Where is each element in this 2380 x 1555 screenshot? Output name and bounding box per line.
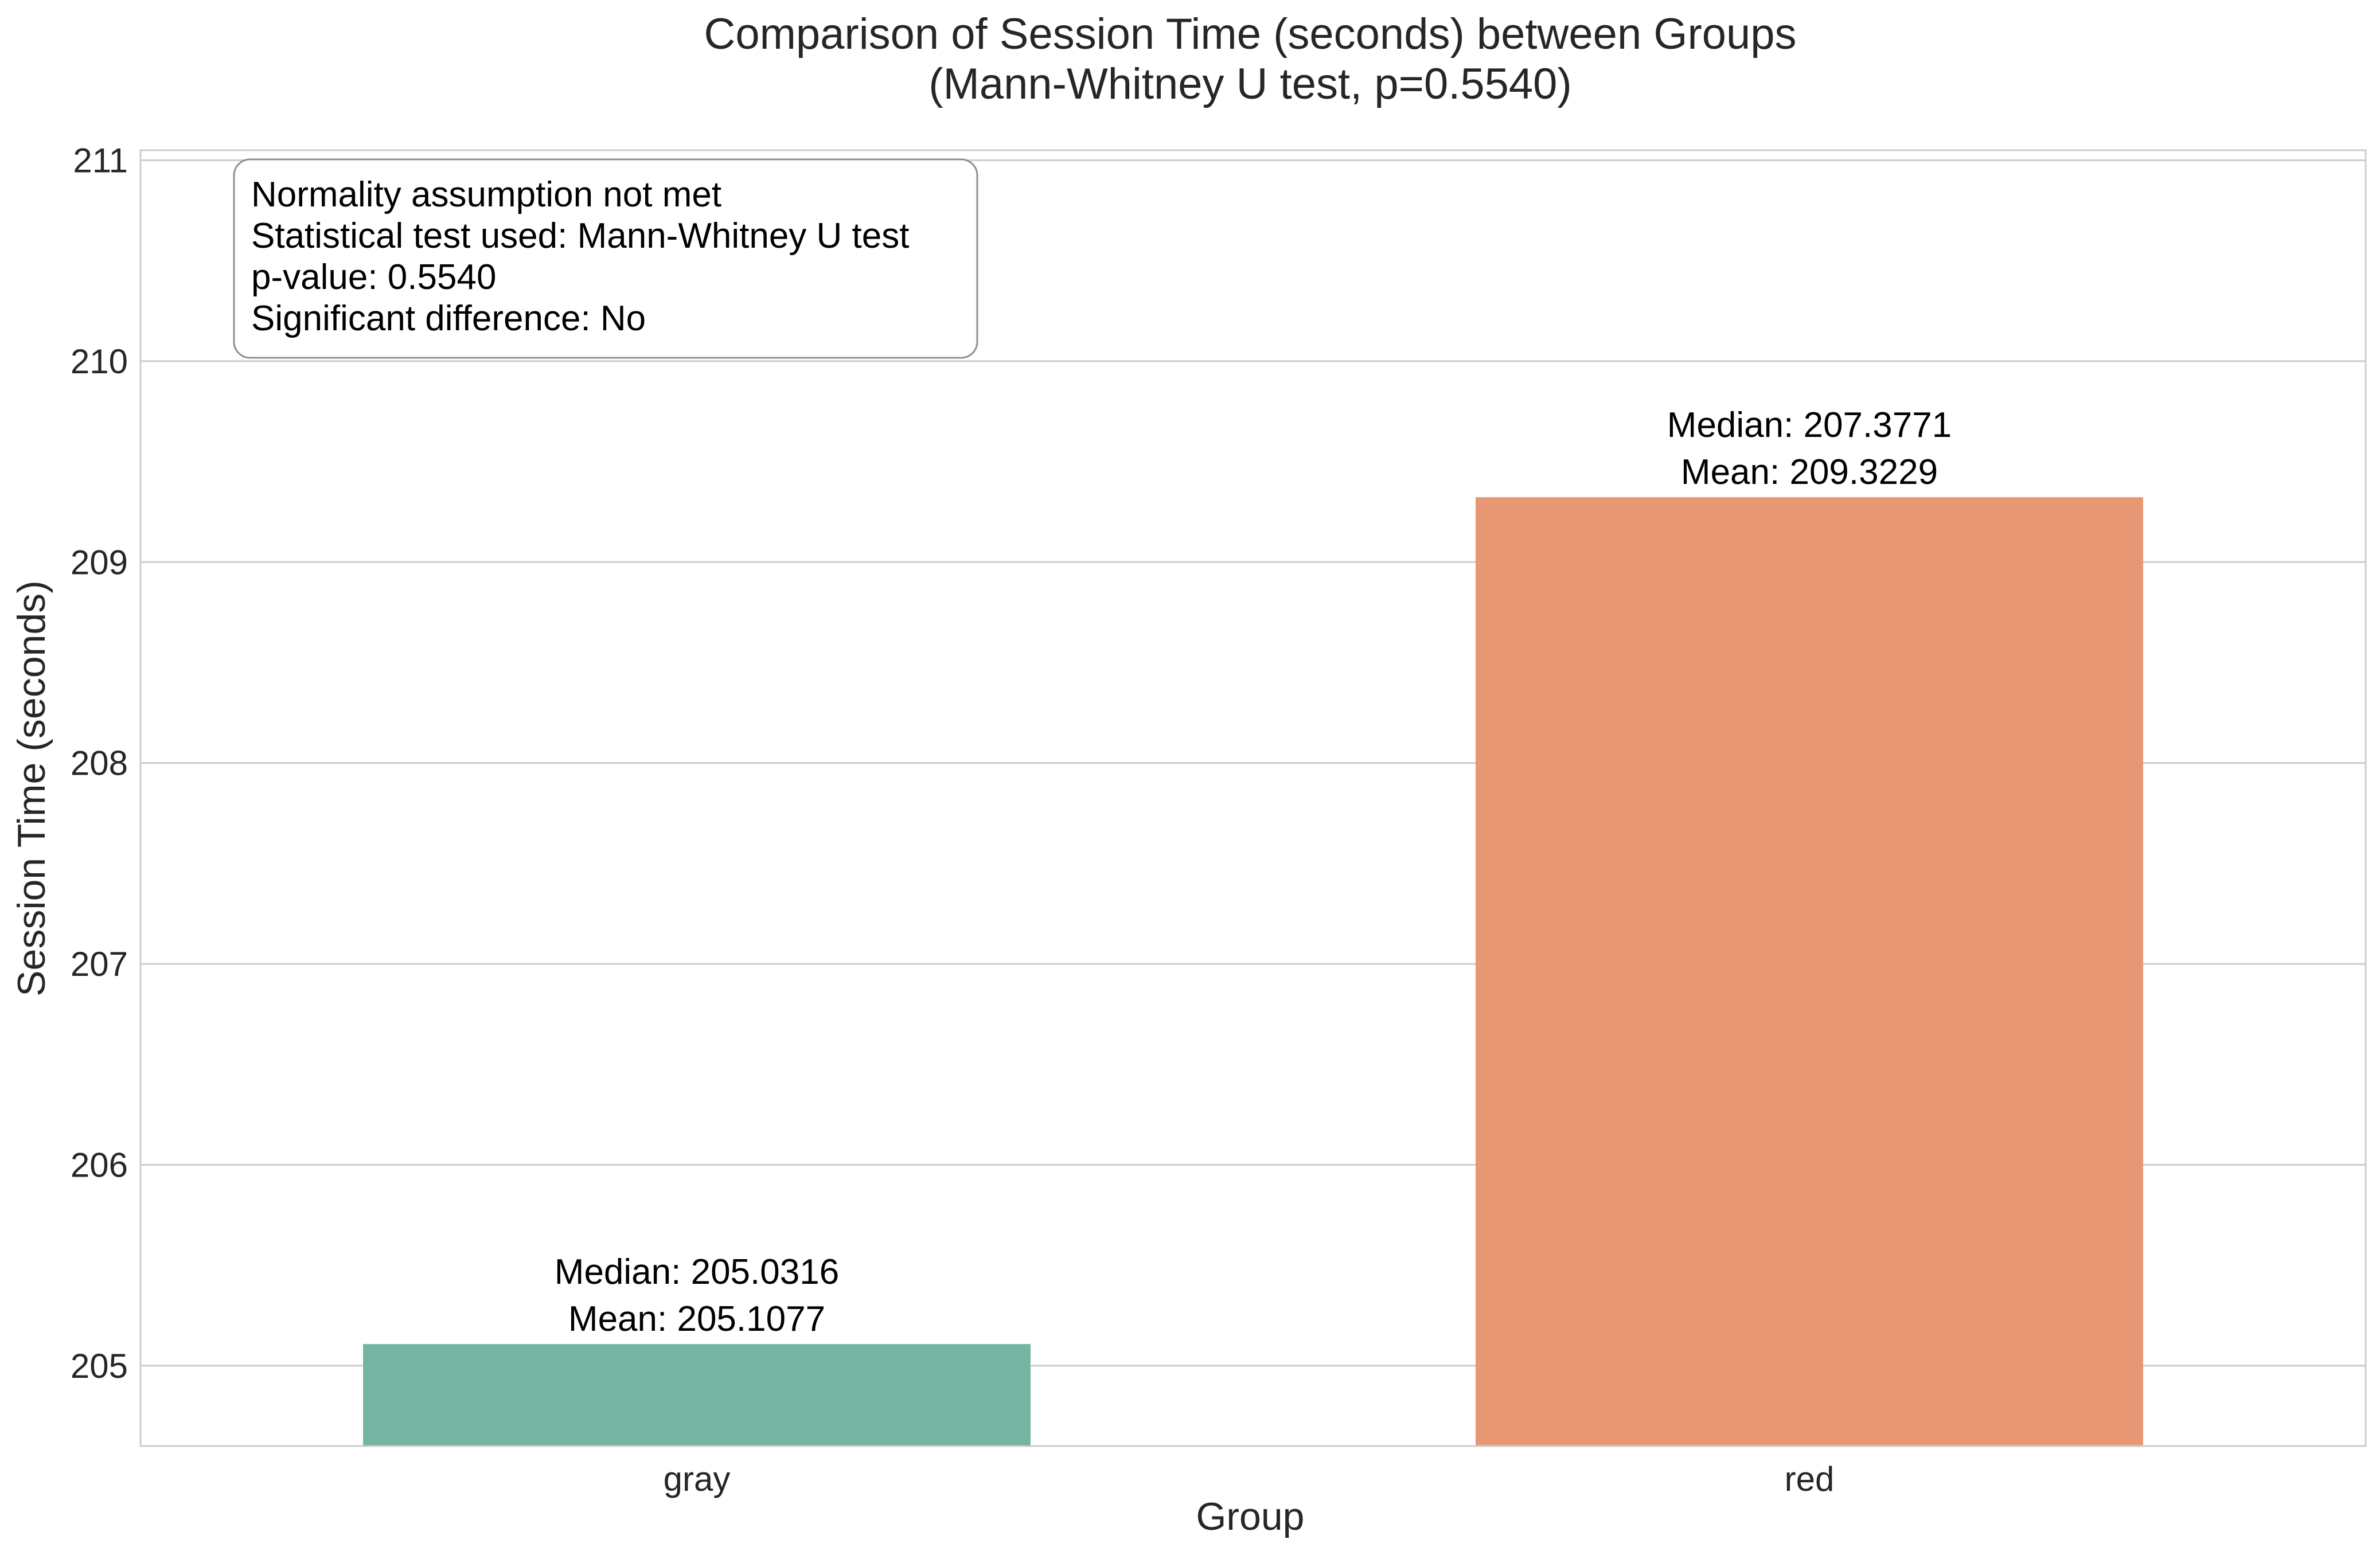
x-tick-labels: gray red	[664, 1460, 1835, 1498]
bar-median-label: Median: 207.3771	[1667, 405, 1952, 445]
y-tick-label: 206	[71, 1146, 128, 1184]
bar-median-label: Median: 205.0316	[555, 1252, 839, 1292]
bar-mean-label: Mean: 205.1077	[568, 1299, 825, 1339]
y-tick-label: 207	[71, 945, 128, 983]
stats-box-frame	[233, 158, 978, 359]
bar-gray	[363, 1344, 1031, 1446]
stats-line-normality: Normality assumption not met	[251, 175, 721, 214]
x-tick-label: red	[1785, 1460, 1835, 1498]
bars	[363, 497, 2143, 1446]
stats-box: Normality assumption not met Statistical…	[233, 158, 978, 359]
plot-frame	[139, 149, 2367, 1447]
stats-line-p-value: p-value: 0.5540	[251, 257, 496, 297]
y-tick-label: 210	[71, 342, 128, 381]
chart-title-line-1: Comparison of Session Time (seconds) bet…	[704, 10, 1796, 58]
bar-red	[1476, 497, 2143, 1446]
y-tick-label: 209	[71, 543, 128, 581]
y-tick-label: 211	[73, 142, 128, 180]
chart-title-line-2: (Mann-Whitney U test, p=0.5540)	[928, 60, 1572, 108]
bar-value-labels: Median: 205.0316 Mean: 205.1077 Median: 20…	[555, 405, 1952, 1339]
y-tick-label: 205	[71, 1347, 128, 1385]
y-tick-label: 208	[71, 744, 128, 783]
bar-mean-label: Mean: 209.3229	[1681, 452, 1938, 492]
stats-line-significance: Significant difference: No	[251, 299, 646, 338]
x-axis-label: Group	[1196, 1495, 1305, 1538]
y-tick-labels: 205 206 207 208 209 210 211	[71, 142, 128, 1385]
x-tick-label: gray	[664, 1460, 731, 1498]
stats-line-test: Statistical test used: Mann-Whitney U te…	[251, 216, 909, 256]
y-axis-label: Session Time (seconds)	[10, 580, 53, 997]
